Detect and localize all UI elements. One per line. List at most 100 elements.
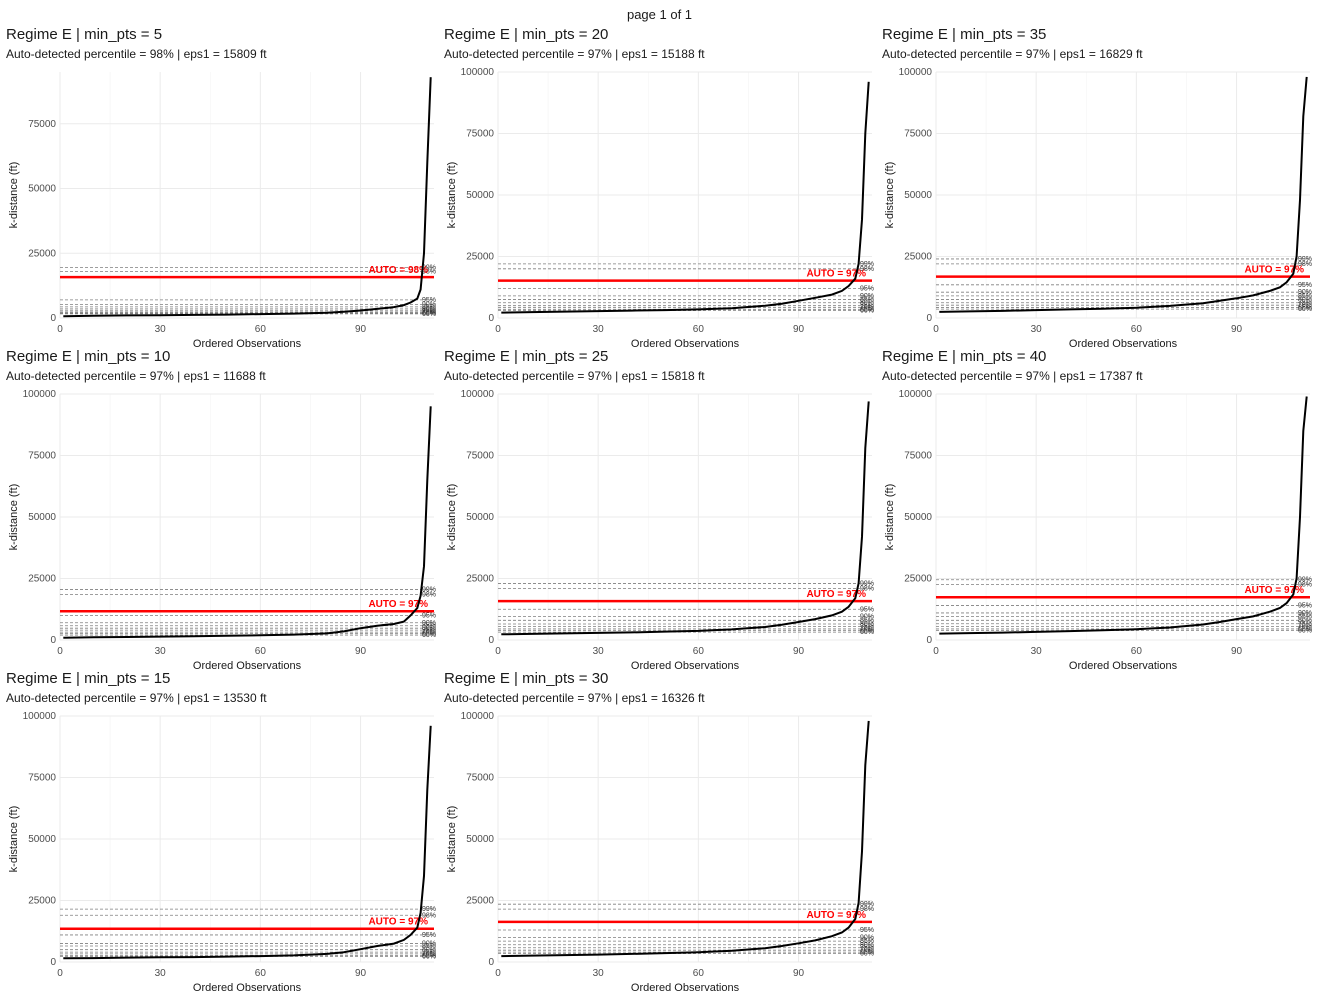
- x-tick-label: 30: [593, 646, 605, 657]
- auto-eps-label: AUTO = 97%: [368, 599, 428, 610]
- kdist-curve: [501, 401, 870, 636]
- kdist-curve: [501, 720, 870, 958]
- facet-panel: Regime E | min_pts = 10 Auto-detected per…: [0, 346, 438, 672]
- percentile-label: 85%: [860, 297, 874, 304]
- percentile-label: 99%: [422, 587, 436, 594]
- y-tick-label: 100000: [461, 67, 495, 78]
- percentile-label: 70%: [422, 309, 436, 316]
- y-tick-label: 50000: [904, 512, 932, 523]
- x-tick-label: 30: [155, 968, 167, 979]
- percentile-label: 60%: [860, 629, 874, 636]
- percentile-label: 98%: [1298, 582, 1312, 589]
- kdist-curve: [63, 77, 432, 318]
- x-tick-label: 90: [793, 968, 805, 979]
- y-tick-label: 100000: [461, 389, 495, 400]
- y-tick-label: 0: [50, 957, 56, 968]
- percentile-label: 98%: [860, 906, 874, 913]
- percentile-label: 80%: [860, 942, 874, 949]
- x-axis-title: Ordered Observations: [631, 660, 740, 672]
- y-tick-label: 75000: [904, 451, 932, 462]
- percentile-label: 70%: [860, 305, 874, 312]
- y-tick-label: 75000: [466, 129, 494, 140]
- percentile-label: 85%: [422, 623, 436, 630]
- y-tick-label: 25000: [28, 896, 56, 907]
- percentile-label: 95%: [860, 285, 874, 292]
- y-axis-title: k-distance (ft): [8, 484, 20, 551]
- y-tick-label: 25000: [466, 896, 494, 907]
- x-axis-title: Ordered Observations: [193, 338, 302, 350]
- percentile-label: 75%: [422, 949, 436, 956]
- kdist-plot: 99%98%95%90%85%80%75%70%65%60%AUTO = 97%…: [446, 67, 874, 350]
- y-axis-title: k-distance (ft): [884, 484, 896, 551]
- kdist-plot: 99%98%95%90%85%80%75%70%65%60%AUTO = 97%…: [446, 711, 874, 992]
- percentile-label: 99%: [860, 901, 874, 908]
- percentile-label: 65%: [860, 628, 874, 635]
- kdist-plot: 99%98%95%90%85%80%75%70%65%60%AUTO = 97%…: [884, 67, 1312, 350]
- x-axis-title: Ordered Observations: [1069, 660, 1178, 672]
- percentile-label: 98%: [860, 585, 874, 592]
- percentile-label: 98%: [422, 268, 436, 275]
- percentile-label: 85%: [1298, 614, 1312, 621]
- x-tick-label: 30: [1031, 324, 1043, 335]
- percentile-label: 85%: [860, 617, 874, 624]
- y-tick-label: 50000: [28, 834, 56, 845]
- percentile-label: 95%: [1298, 282, 1312, 289]
- percentile-label: 95%: [422, 932, 436, 939]
- y-tick-label: 75000: [466, 773, 494, 784]
- percentile-label: 60%: [422, 632, 436, 639]
- percentile-label: 98%: [422, 591, 436, 598]
- panel-title: Regime E | min_pts = 10: [6, 348, 171, 365]
- percentile-label: 95%: [860, 606, 874, 613]
- x-axis-title: Ordered Observations: [1069, 338, 1178, 350]
- kdist-plot: 99%98%95%90%85%80%75%70%65%60%AUTO = 97%…: [8, 711, 436, 992]
- percentile-label: 95%: [860, 927, 874, 934]
- percentile-label: 65%: [422, 952, 436, 959]
- x-tick-label: 90: [1231, 646, 1243, 657]
- y-tick-label: 50000: [466, 834, 494, 845]
- percentile-label: 65%: [422, 631, 436, 638]
- y-axis-title: k-distance (ft): [8, 806, 20, 873]
- y-tick-label: 25000: [466, 252, 494, 263]
- percentile-label: 85%: [422, 304, 436, 311]
- percentile-label: 60%: [1298, 628, 1312, 635]
- y-axis-title: k-distance (ft): [8, 162, 20, 229]
- auto-eps-label: AUTO = 97%: [806, 589, 866, 600]
- percentile-label: 85%: [860, 938, 874, 945]
- x-tick-label: 0: [57, 324, 63, 335]
- panel-title: Regime E | min_pts = 30: [444, 670, 609, 687]
- facet-panel: Regime E | min_pts = 30 Auto-detected per…: [438, 668, 876, 992]
- percentile-label: 70%: [860, 947, 874, 954]
- panel-subtitle: Auto-detected percentile = 97% | eps1 = …: [444, 47, 705, 61]
- y-tick-label: 0: [488, 635, 494, 646]
- y-tick-label: 50000: [466, 190, 494, 201]
- x-tick-label: 90: [793, 646, 805, 657]
- x-tick-label: 60: [693, 646, 705, 657]
- kdist-curve: [939, 396, 1308, 635]
- percentile-label: 90%: [422, 941, 436, 948]
- x-tick-label: 0: [933, 646, 939, 657]
- kdist-plot: 99%98% 95%90%85%80%75%70%65%60% AUTO = 98%…: [8, 72, 436, 350]
- percentile-label: 75%: [422, 627, 436, 634]
- percentile-label: 99%: [422, 906, 436, 913]
- percentile-label: 90%: [422, 620, 436, 627]
- panel-subtitle: Auto-detected percentile = 97% | eps1 = …: [882, 47, 1143, 61]
- x-tick-label: 0: [57, 646, 63, 657]
- auto-eps-label: AUTO = 97%: [806, 269, 866, 280]
- panel-title: Regime E | min_pts = 25: [444, 348, 609, 365]
- y-tick-label: 100000: [899, 389, 933, 400]
- percentile-label: 65%: [422, 310, 436, 317]
- y-tick-label: 0: [926, 313, 932, 324]
- percentile-label: 60%: [1298, 306, 1312, 313]
- y-axis-title: k-distance (ft): [884, 162, 896, 229]
- percentile-label: 65%: [860, 306, 874, 313]
- percentile-label: 70%: [1298, 302, 1312, 309]
- percentile-label: 99%: [860, 261, 874, 268]
- x-tick-label: 90: [793, 324, 805, 335]
- percentile-label: 65%: [860, 949, 874, 956]
- x-tick-label: 60: [255, 324, 267, 335]
- auto-eps-label: AUTO = 97%: [806, 910, 866, 921]
- percentile-label: 75%: [860, 303, 874, 310]
- kdist-curve: [63, 725, 432, 960]
- y-tick-label: 0: [50, 635, 56, 646]
- panel-subtitle: Auto-detected percentile = 97% | eps1 = …: [6, 691, 267, 705]
